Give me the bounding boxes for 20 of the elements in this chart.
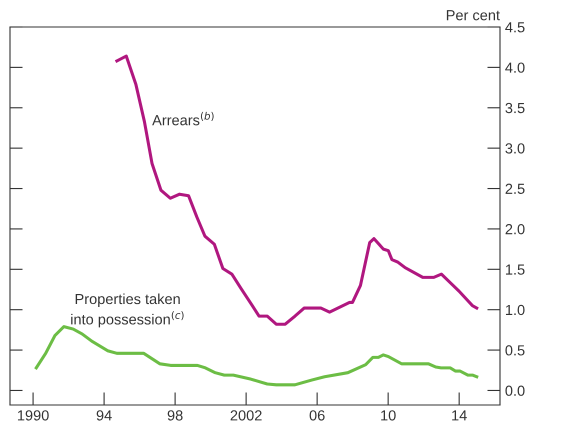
- y-tick-label: 4.5: [505, 22, 525, 32]
- x-tick-label: 2002: [230, 410, 262, 421]
- x-tick-label: 10: [381, 410, 396, 421]
- x-tick-label: 06: [310, 410, 325, 421]
- x-tick-label: 1990: [18, 410, 49, 421]
- x-tick-label: 98: [168, 410, 183, 421]
- y-tick-label: 3.0: [505, 143, 525, 154]
- y-tick-label: 3.5: [505, 102, 525, 114]
- y-axis-title: Per cent: [446, 10, 500, 20]
- y-tick-label: 2.5: [506, 184, 525, 194]
- x-tick-label: 94: [96, 410, 112, 421]
- y-tick-label: 2.0: [506, 224, 525, 234]
- y-tick-label: 0.0: [505, 386, 525, 396]
- y-tick-label: 1.0: [506, 304, 525, 316]
- series-label: Arrears$^{(b)}$: [152, 112, 214, 126]
- series-label: Properties taken into possession$^{(c)}$: [71, 293, 184, 328]
- y-tick-label: 0.5: [505, 345, 525, 356]
- x-tick-label: 14: [452, 410, 467, 420]
- y-tick-label: 1.5: [506, 264, 525, 275]
- y-tick-label: 4.0: [505, 62, 525, 73]
